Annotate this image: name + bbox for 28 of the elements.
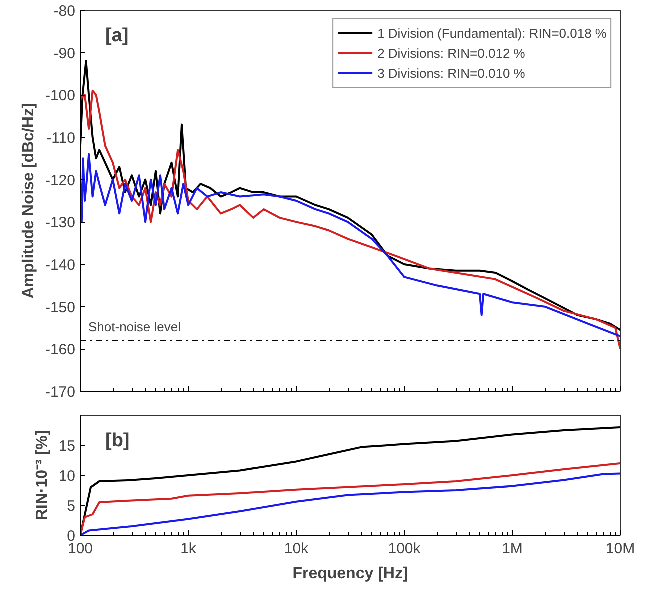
- x-axis-title: Frequency [Hz]: [292, 566, 408, 582]
- y-axis-title: Amplitude Noise [dBc/Hz]: [20, 103, 38, 299]
- y-tick-label: -130: [45, 214, 76, 232]
- y-tick-label: -170: [45, 384, 76, 401]
- legend-label: 1 Division (Fundamental): RIN=0.018 %: [378, 26, 607, 40]
- x-tick-label: 100k: [388, 540, 422, 558]
- y-axis-title: RIN·10⁻³ [%]: [34, 430, 51, 521]
- x-tick-label: 10k: [284, 540, 310, 558]
- x-tick-label: 1M: [502, 540, 523, 558]
- y-tick-label: -110: [46, 130, 76, 147]
- legend-label: 2 Divisions: RIN=0.012 %: [378, 46, 526, 60]
- y-tick-label: -120: [45, 172, 76, 190]
- y-tick-label: -80: [54, 3, 76, 20]
- x-tick-label: 1k: [180, 540, 197, 558]
- ref-line-label: Shot-noise level: [88, 320, 182, 335]
- y-tick-label: -140: [45, 257, 76, 274]
- y-tick-label: 15: [58, 438, 76, 455]
- annotation: [b]: [106, 430, 130, 452]
- y-tick-label: -100: [45, 88, 76, 105]
- y-tick-label: -90: [54, 45, 76, 62]
- y-tick-label: 5: [67, 498, 76, 515]
- x-tick-label: 100: [68, 540, 94, 558]
- annotation: [a]: [106, 26, 129, 46]
- y-tick-label: -160: [45, 342, 76, 359]
- x-tick-label: 10M: [606, 540, 636, 558]
- y-tick-label: -150: [45, 299, 76, 316]
- legend-label: 3 Divisions: RIN=0.010 %: [378, 66, 526, 80]
- y-tick-label: 10: [58, 468, 76, 485]
